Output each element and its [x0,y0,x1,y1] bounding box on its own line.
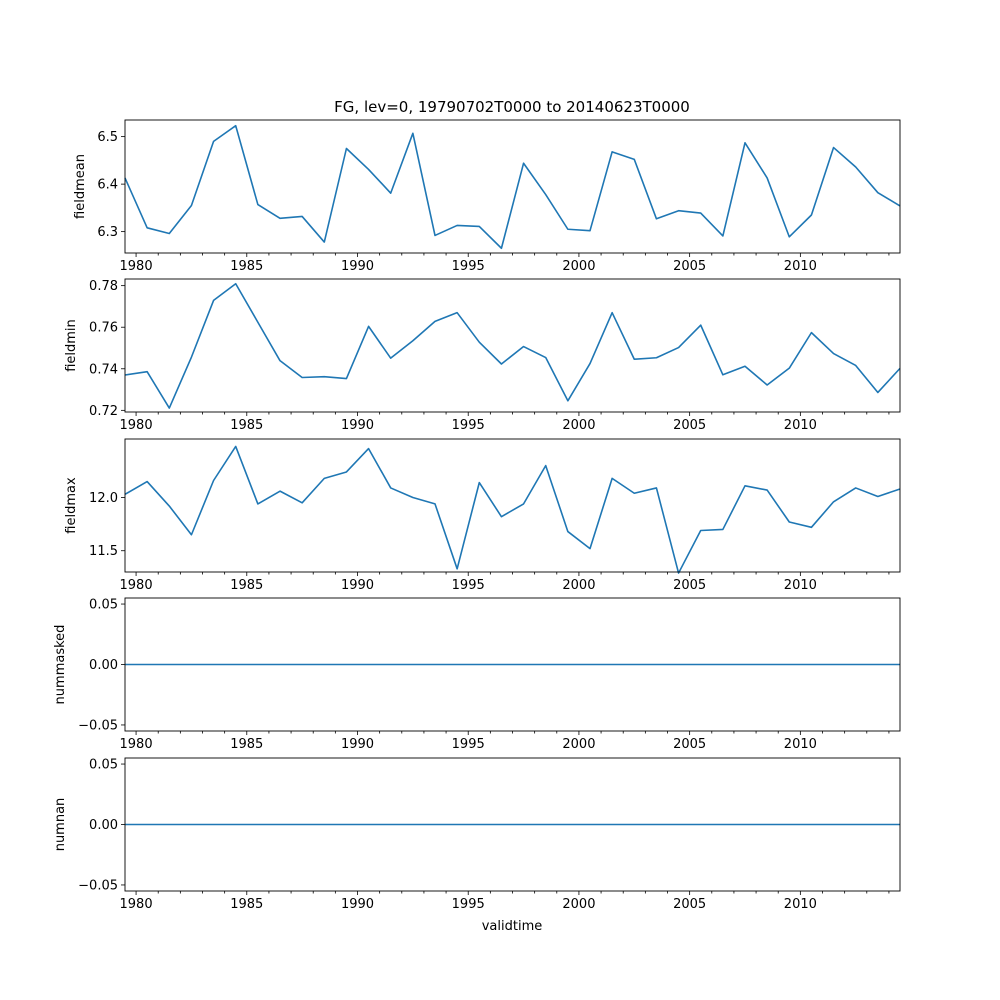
panel-fieldmean: 1980 1985 1990 1995 2000 2005 2010 6.3 6.4 6.5 fie… [73,119,901,274]
x-tick-label: 1990 [341,418,374,433]
y-tick-label: 0.72 [89,404,118,419]
x-tick-label: 2000 [562,897,595,912]
x-tick-label: 1985 [230,578,263,593]
x-tick-label: 2000 [562,418,595,433]
y-tick-label: 0.05 [89,598,118,613]
y-axis-label-fieldmax: fieldmax [64,477,79,534]
y-tick-label: 0.05 [89,758,118,773]
x-tick-label: 1995 [452,897,485,912]
chart-title: FG, lev=0, 19790702T0000 to 20140623T000… [334,98,690,116]
x-tick-label: 2000 [562,259,595,274]
y-tick-label: 0.00 [89,658,118,673]
y-tick-label: 6.5 [97,130,118,145]
x-tick-label: 1995 [452,578,485,593]
x-tick-label: 2005 [673,897,706,912]
y-tick-label: 0.74 [89,362,118,377]
y-tick-label: −0.05 [78,718,118,733]
y-axis-label-nummasked: nummasked [53,625,68,705]
x-tick-label: 2010 [784,737,817,752]
panel-nummasked: 1980 1985 1990 1995 2000 2005 2010 −0.05 0.00 0.0… [53,598,901,752]
x-tick-label: 2005 [673,578,706,593]
x-tick-label: 2010 [784,578,817,593]
x-tick-label: 2005 [673,259,706,274]
x-tick-label: 1985 [230,418,263,433]
x-tick-label: 1980 [120,418,153,433]
y-axis-label-fieldmean: fieldmean [73,154,88,219]
x-tick-label: 1985 [230,737,263,752]
panel-fieldmax: 1980 1985 1990 1995 2000 2005 2010 11.5 12.0 fiel… [64,438,901,593]
y-tick-label: 6.3 [97,225,118,240]
x-tick-label: 2010 [784,418,817,433]
x-axis-label: validtime [482,919,543,934]
x-tick-label: 1990 [341,737,374,752]
x-tick-label: 2010 [784,259,817,274]
y-tick-label: −0.05 [78,878,118,893]
panels: 1980 1985 1990 1995 2000 2005 2010 6.3 6.4 6.5 fie… [53,119,901,912]
y-tick-label: 6.4 [97,178,118,193]
y-tick-label: 12.0 [89,491,118,506]
y-tick-label: 0.76 [89,321,118,336]
x-tick-label: 1980 [120,737,153,752]
x-tick-label: 2010 [784,897,817,912]
x-tick-label: 2000 [562,578,595,593]
x-tick-label: 2005 [673,737,706,752]
x-tick-label: 1985 [230,897,263,912]
y-tick-label: 0.00 [89,818,118,833]
x-tick-label: 2005 [673,418,706,433]
x-tick-label: 1995 [452,418,485,433]
series-line-fieldmean [124,124,901,250]
y-axis-label-numnan: numnan [53,798,68,852]
panel-fieldmin: 1980 1985 1990 1995 2000 2005 2010 0.72 0.74 0.76… [64,278,901,433]
series-line-fieldmin [124,282,901,409]
x-tick-label: 1995 [452,737,485,752]
x-tick-label: 1980 [120,259,153,274]
y-axis-label-fieldmin: fieldmin [64,319,79,372]
x-tick-label: 1990 [341,259,374,274]
x-tick-label: 1980 [120,897,153,912]
x-tick-label: 1985 [230,259,263,274]
series-line-fieldmax [124,445,901,574]
x-tick-label: 1995 [452,259,485,274]
x-tick-label: 1990 [341,897,374,912]
x-tick-label: 2000 [562,737,595,752]
y-tick-label: 0.78 [89,279,118,294]
x-tick-label: 1980 [120,578,153,593]
y-tick-label: 11.5 [89,544,118,559]
x-tick-label: 1990 [341,578,374,593]
panel-numnan: 1980 1985 1990 1995 2000 2005 2010 −0.05 0.00 0.0… [53,758,901,912]
